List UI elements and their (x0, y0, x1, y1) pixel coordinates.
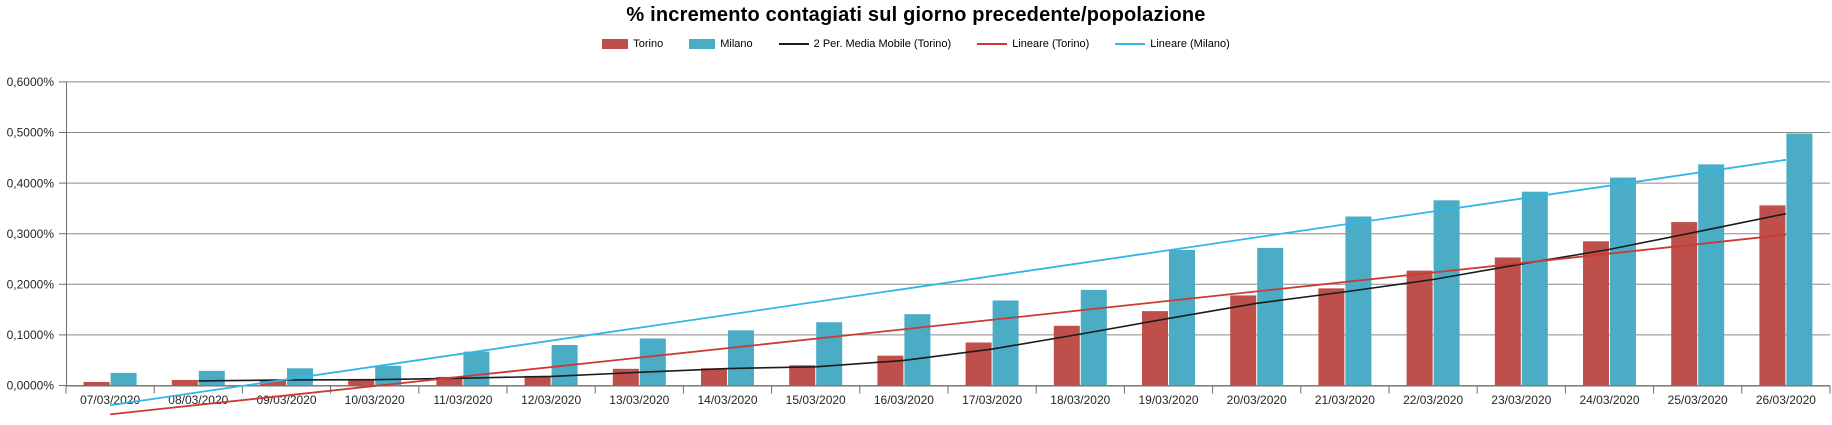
x-axis-label: 12/03/2020 (521, 393, 581, 407)
x-axis-label: 15/03/2020 (786, 393, 846, 407)
legend-swatch-torino-icon (602, 39, 629, 49)
bar-milano-14/03/2020[interactable] (728, 330, 754, 386)
bar-milano-15/03/2020[interactable] (816, 322, 843, 386)
bar-torino-07/03/2020[interactable] (83, 381, 110, 386)
bar-milano-25/03/2020[interactable] (1698, 164, 1725, 386)
bar-torino-23/03/2020[interactable] (1494, 257, 1521, 386)
legend-label-lineare-torino: Lineare (Torino) (1012, 38, 1090, 50)
bar-milano-20/03/2020[interactable] (1257, 247, 1284, 386)
bar-torino-25/03/2020[interactable] (1671, 222, 1698, 386)
bar-torino-14/03/2020[interactable] (701, 368, 727, 386)
chart-legend: Torino Milano 2 Per. Media Mobile (Torin… (0, 38, 1832, 50)
bar-milano-13/03/2020[interactable] (639, 338, 666, 386)
bar-milano-26/03/2020[interactable] (1786, 133, 1813, 386)
legend-swatch-media-mobile-icon (778, 43, 809, 45)
bar-torino-26/03/2020[interactable] (1759, 205, 1786, 386)
x-axis-label: 19/03/2020 (1138, 393, 1198, 407)
x-axis-label: 22/03/2020 (1403, 393, 1463, 407)
x-axis-label: 10/03/2020 (345, 393, 405, 407)
bar-torino-24/03/2020[interactable] (1583, 241, 1609, 386)
y-axis-label: 0,4000% (7, 176, 55, 190)
bar-torino-12/03/2020[interactable] (524, 375, 551, 386)
y-axis-label: 0,6000% (7, 75, 55, 89)
bar-milano-11/03/2020[interactable] (463, 351, 490, 386)
trendline-torino[interactable] (110, 233, 1786, 416)
trendline-milano[interactable] (109, 158, 1787, 407)
bar-milano-21/03/2020[interactable] (1345, 216, 1372, 386)
legend-label-milano: Milano (720, 38, 753, 50)
y-axis-label: 0,2000% (7, 278, 55, 292)
bar-torino-19/03/2020[interactable] (1142, 311, 1168, 386)
bar-torino-20/03/2020[interactable] (1230, 295, 1257, 386)
x-axis-label: 21/03/2020 (1315, 393, 1375, 407)
legend-label-lineare-milano: Lineare (Milano) (1150, 38, 1230, 50)
bar-milano-16/03/2020[interactable] (904, 314, 931, 386)
x-axis-label: 20/03/2020 (1227, 393, 1287, 407)
x-axis-label: 13/03/2020 (609, 393, 669, 407)
x-axis-label: 24/03/2020 (1579, 393, 1639, 407)
x-axis-label: 16/03/2020 (874, 393, 934, 407)
legend-swatch-lineare-torino-icon (977, 43, 1008, 45)
x-axis-label: 26/03/2020 (1756, 393, 1816, 407)
legend-label-torino: Torino (633, 38, 664, 50)
y-axis-label: 0,0000% (7, 379, 55, 393)
bar-torino-08/03/2020[interactable] (171, 379, 198, 386)
x-axis-label: 11/03/2020 (433, 393, 492, 407)
y-axis-label: 0,1000% (7, 328, 55, 342)
x-axis-label: 25/03/2020 (1668, 393, 1728, 407)
x-axis-label: 23/03/2020 (1491, 393, 1551, 407)
y-axis-label: 0,5000% (7, 126, 55, 140)
legend-item-media-mobile[interactable]: 2 Per. Media Mobile (Torino) (778, 38, 952, 50)
bar-torino-13/03/2020[interactable] (612, 368, 639, 386)
legend-item-lineare-milano[interactable]: Lineare (Milano) (1115, 38, 1230, 50)
bar-torino-22/03/2020[interactable] (1406, 270, 1433, 386)
legend-item-torino[interactable]: Torino (602, 38, 663, 50)
bar-torino-15/03/2020[interactable] (789, 365, 816, 386)
x-axis-label: 14/03/2020 (697, 393, 757, 407)
bar-torino-10/03/2020[interactable] (348, 379, 375, 386)
legend-item-milano[interactable]: Milano (689, 38, 753, 50)
bar-milano-18/03/2020[interactable] (1080, 289, 1107, 386)
x-axis-label: 17/03/2020 (962, 393, 1022, 407)
y-axis-label: 0,3000% (7, 227, 55, 241)
bar-torino-11/03/2020[interactable] (436, 376, 463, 386)
legend-item-lineare-torino[interactable]: Lineare (Torino) (977, 38, 1089, 50)
bar-torino-21/03/2020[interactable] (1318, 288, 1345, 386)
x-axis-label: 18/03/2020 (1050, 393, 1110, 407)
moving-average-line[interactable] (198, 212, 1787, 382)
bar-milano-08/03/2020[interactable] (198, 370, 225, 386)
legend-swatch-milano-icon (689, 39, 716, 49)
chart-title: % incremento contagiati sul giorno prece… (626, 4, 1206, 26)
bar-torino-09/03/2020[interactable] (260, 379, 286, 386)
legend-label-media-mobile: 2 Per. Media Mobile (Torino) (813, 38, 952, 50)
bar-milano-22/03/2020[interactable] (1433, 200, 1460, 386)
bar-milano-17/03/2020[interactable] (992, 300, 1019, 386)
bar-milano-07/03/2020[interactable] (110, 372, 137, 386)
bar-milano-23/03/2020[interactable] (1521, 191, 1548, 386)
legend-swatch-lineare-milano-icon (1115, 43, 1146, 45)
bar-milano-24/03/2020[interactable] (1610, 177, 1636, 386)
bar-milano-10/03/2020[interactable] (375, 365, 402, 386)
